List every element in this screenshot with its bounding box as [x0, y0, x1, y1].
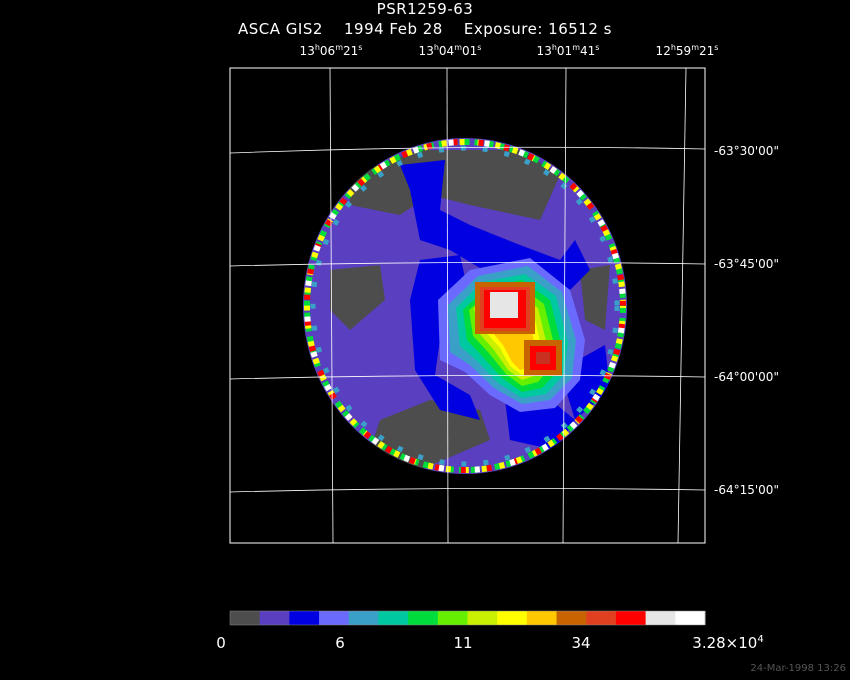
count-map — [303, 138, 627, 474]
colorbar-segment — [615, 611, 647, 625]
ra-tick-label: 13h04m01s — [418, 43, 482, 58]
colorbar-segment — [348, 611, 379, 625]
plot-frame — [229, 67, 706, 544]
colorbar-segment — [526, 611, 558, 625]
colorbar-segment — [230, 611, 261, 625]
colorbar-segment — [556, 611, 587, 625]
timestamp: 24-Mar-1998 13:26 — [750, 663, 846, 674]
dec-tick-label: -64°00'00" — [714, 370, 779, 384]
colorbar-segment — [645, 611, 676, 625]
colorbar-segment — [408, 611, 439, 625]
colorbar-segment — [319, 611, 350, 625]
colorbar-segment — [378, 611, 409, 625]
dec-tick-label: -64°15'00" — [714, 483, 779, 497]
colorbar-label: 11 — [453, 634, 473, 652]
ra-tick-label: 12h59m21s — [655, 43, 719, 58]
dec-tick-label: -63°45'00" — [714, 257, 779, 271]
colorbar-max-label: 3.28×104 — [692, 634, 764, 652]
plot-subtitle: ASCA GIS2 1994 Feb 28 Exposure: 16512 s — [238, 20, 612, 38]
dec-tick-label: -63°30'00" — [714, 144, 779, 158]
ra-tick-label: 13h06m21s — [299, 43, 363, 58]
colorbar-segment — [675, 611, 706, 625]
colorbar-segment — [259, 611, 290, 625]
plot-title: PSR1259-63 — [376, 0, 474, 18]
colorbar-segment — [467, 611, 498, 625]
colorbar-label: 6 — [335, 634, 345, 652]
colorbar-segment — [289, 611, 320, 625]
colorbar-segment — [497, 611, 528, 625]
colorbar-label: 34 — [571, 634, 591, 652]
ra-tick-label: 13h01m41s — [536, 43, 600, 58]
colorbar — [230, 611, 706, 625]
colorbar-segment — [586, 611, 617, 625]
coordinate-grid — [229, 67, 706, 544]
colorbar-segment — [437, 611, 468, 625]
colorbar-label: 0 — [216, 634, 226, 652]
